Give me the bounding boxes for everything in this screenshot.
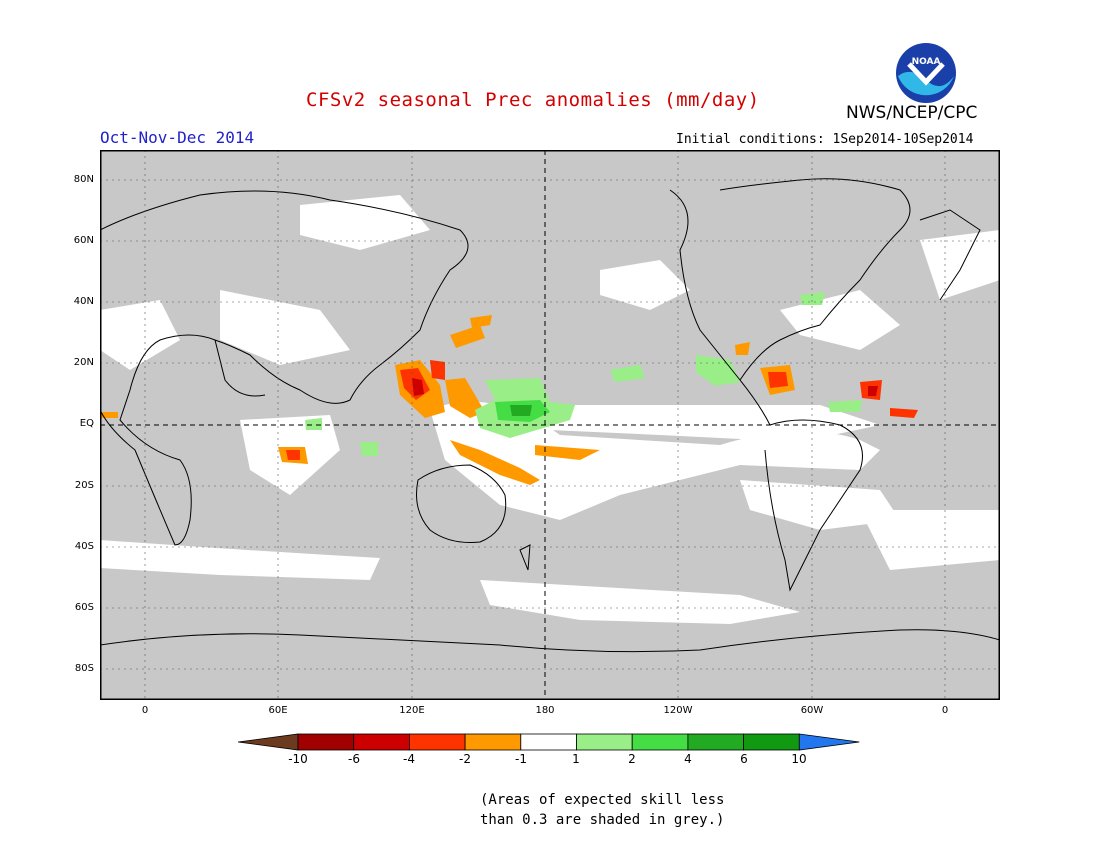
colorbar-label: -2 bbox=[450, 752, 480, 766]
colorbar-swatch bbox=[632, 734, 688, 750]
lat-label: 20S bbox=[64, 480, 94, 491]
lat-label: 40N bbox=[64, 296, 94, 307]
colorbar-label: 1 bbox=[561, 752, 591, 766]
lat-label: 60N bbox=[64, 235, 94, 246]
colorbar-label: -10 bbox=[283, 752, 313, 766]
lon-label: 60W bbox=[792, 705, 832, 716]
lat-label: 40S bbox=[64, 541, 94, 552]
lon-label: 120W bbox=[658, 705, 698, 716]
lon-label: 0 bbox=[125, 705, 165, 716]
lat-label: EQ bbox=[64, 418, 94, 429]
chart-title: CFSv2 seasonal Prec anomalies (mm/day) bbox=[306, 89, 760, 111]
lat-label: 20N bbox=[64, 357, 94, 368]
lon-label: 60E bbox=[258, 705, 298, 716]
colorbar-swatch bbox=[688, 734, 744, 750]
svg-text:NOAA: NOAA bbox=[912, 57, 941, 67]
colorbar-arrow-high bbox=[799, 734, 859, 750]
colorbar-label: 4 bbox=[673, 752, 703, 766]
skill-note-line2: than 0.3 are shaded in grey.) bbox=[480, 812, 724, 828]
noaa-logo: NOAA bbox=[895, 42, 957, 104]
lat-label: 60S bbox=[64, 602, 94, 613]
colorbar bbox=[238, 732, 862, 752]
colorbar-swatch bbox=[577, 734, 633, 750]
colorbar-swatch bbox=[354, 734, 410, 750]
lat-label: 80S bbox=[64, 663, 94, 674]
colorbar-swatch bbox=[521, 734, 577, 750]
lat-label: 80N bbox=[64, 174, 94, 185]
season-label: Oct-Nov-Dec 2014 bbox=[100, 128, 254, 147]
initial-conditions-label: Initial conditions: 1Sep2014-10Sep2014 bbox=[676, 132, 973, 147]
skill-note-line1: (Areas of expected skill less bbox=[480, 792, 724, 808]
lon-label: 120E bbox=[392, 705, 432, 716]
colorbar-label: 6 bbox=[729, 752, 759, 766]
colorbar-swatch bbox=[409, 734, 465, 750]
colorbar-label: -6 bbox=[339, 752, 369, 766]
colorbar-label: -1 bbox=[506, 752, 536, 766]
lon-label: 180 bbox=[525, 705, 565, 716]
colorbar-label: -4 bbox=[394, 752, 424, 766]
agency-label: NWS/NCEP/CPC bbox=[846, 103, 977, 123]
colorbar-swatch bbox=[744, 734, 800, 750]
colorbar-arrow-low bbox=[238, 734, 298, 750]
colorbar-swatch bbox=[298, 734, 354, 750]
lon-label: 0 bbox=[925, 705, 965, 716]
precip-anomaly-map bbox=[100, 150, 1000, 700]
colorbar-label: 10 bbox=[784, 752, 814, 766]
colorbar-label: 2 bbox=[617, 752, 647, 766]
colorbar-swatch bbox=[465, 734, 521, 750]
